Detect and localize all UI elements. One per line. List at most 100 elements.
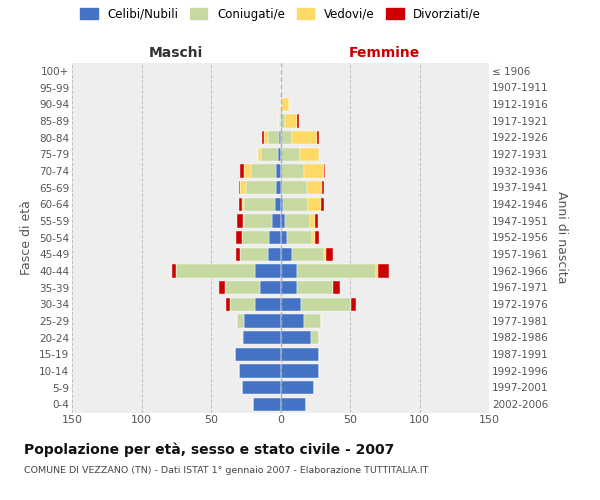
Bar — [240, 164, 244, 177]
Bar — [238, 214, 243, 228]
Bar — [278, 148, 281, 161]
Bar — [269, 231, 281, 244]
Bar — [260, 281, 281, 294]
Y-axis label: Fasce di età: Fasce di età — [20, 200, 34, 275]
Bar — [281, 314, 304, 328]
Bar — [281, 331, 311, 344]
Bar — [301, 298, 352, 311]
Bar — [230, 298, 256, 311]
Bar — [244, 314, 281, 328]
Bar — [242, 198, 244, 211]
Bar — [352, 298, 356, 311]
Bar — [172, 264, 176, 278]
Bar — [242, 331, 243, 344]
Bar — [225, 281, 260, 294]
Bar — [281, 298, 301, 311]
Bar — [284, 114, 297, 128]
Bar — [235, 348, 281, 361]
Bar — [244, 214, 272, 228]
Bar — [281, 348, 319, 361]
Bar — [297, 114, 299, 128]
Bar — [243, 331, 281, 344]
Bar — [281, 114, 284, 128]
Bar — [282, 98, 289, 111]
Bar — [242, 231, 269, 244]
Bar — [281, 198, 283, 211]
Bar — [236, 231, 242, 244]
Bar — [243, 214, 244, 228]
Bar — [281, 81, 282, 94]
Bar — [323, 248, 326, 261]
Bar — [268, 248, 281, 261]
Bar — [321, 198, 323, 211]
Text: COMUNE DI VEZZANO (TN) - Dati ISTAT 1° gennaio 2007 - Elaborazione TUTTITALIA.IT: COMUNE DI VEZZANO (TN) - Dati ISTAT 1° g… — [24, 466, 428, 475]
Bar — [282, 181, 307, 194]
Bar — [310, 214, 315, 228]
Bar — [281, 231, 287, 244]
Text: Maschi: Maschi — [149, 46, 203, 60]
Bar — [292, 248, 323, 261]
Bar — [281, 98, 282, 111]
Bar — [226, 298, 230, 311]
Bar — [244, 164, 251, 177]
Bar — [239, 364, 281, 378]
Bar — [304, 164, 323, 177]
Bar — [256, 264, 281, 278]
Bar — [240, 248, 268, 261]
Bar — [292, 131, 317, 144]
Bar — [281, 131, 292, 144]
Bar — [238, 314, 244, 328]
Bar — [239, 181, 240, 194]
Bar — [284, 214, 310, 228]
Bar — [315, 214, 318, 228]
Text: Popolazione per età, sesso e stato civile - 2007: Popolazione per età, sesso e stato civil… — [24, 442, 394, 457]
Bar — [300, 148, 319, 161]
Bar — [261, 148, 278, 161]
Bar — [258, 148, 261, 161]
Bar — [279, 131, 281, 144]
Bar — [281, 281, 297, 294]
Bar — [297, 264, 376, 278]
Text: Femmine: Femmine — [349, 46, 421, 60]
Bar — [287, 231, 313, 244]
Bar — [281, 398, 305, 411]
Bar — [334, 281, 340, 294]
Bar — [262, 131, 264, 144]
Bar — [253, 398, 281, 411]
Bar — [220, 281, 225, 294]
Bar — [246, 181, 277, 194]
Bar — [326, 248, 334, 261]
Bar — [275, 198, 281, 211]
Bar — [323, 164, 325, 177]
Bar — [297, 281, 334, 294]
Bar — [281, 248, 292, 261]
Bar — [304, 314, 321, 328]
Bar — [176, 264, 256, 278]
Bar — [281, 364, 319, 378]
Bar — [272, 214, 281, 228]
Bar — [277, 181, 281, 194]
Bar — [281, 214, 284, 228]
Bar — [244, 198, 275, 211]
Bar — [317, 131, 319, 144]
Bar — [378, 264, 389, 278]
Bar — [315, 231, 319, 244]
Bar — [264, 131, 268, 144]
Bar — [376, 264, 378, 278]
Bar — [268, 131, 279, 144]
Bar — [283, 198, 308, 211]
Bar — [281, 164, 304, 177]
Bar — [236, 248, 240, 261]
Bar — [239, 198, 242, 211]
Bar — [281, 148, 300, 161]
Bar — [307, 181, 322, 194]
Bar — [277, 164, 281, 177]
Bar — [322, 181, 323, 194]
Bar — [281, 264, 297, 278]
Bar — [242, 381, 281, 394]
Legend: Celibi/Nubili, Coniugati/e, Vedovi/e, Divorziati/e: Celibi/Nubili, Coniugati/e, Vedovi/e, Di… — [75, 3, 486, 26]
Bar — [308, 198, 321, 211]
Bar — [256, 298, 281, 311]
Bar — [281, 181, 282, 194]
Bar — [311, 331, 319, 344]
